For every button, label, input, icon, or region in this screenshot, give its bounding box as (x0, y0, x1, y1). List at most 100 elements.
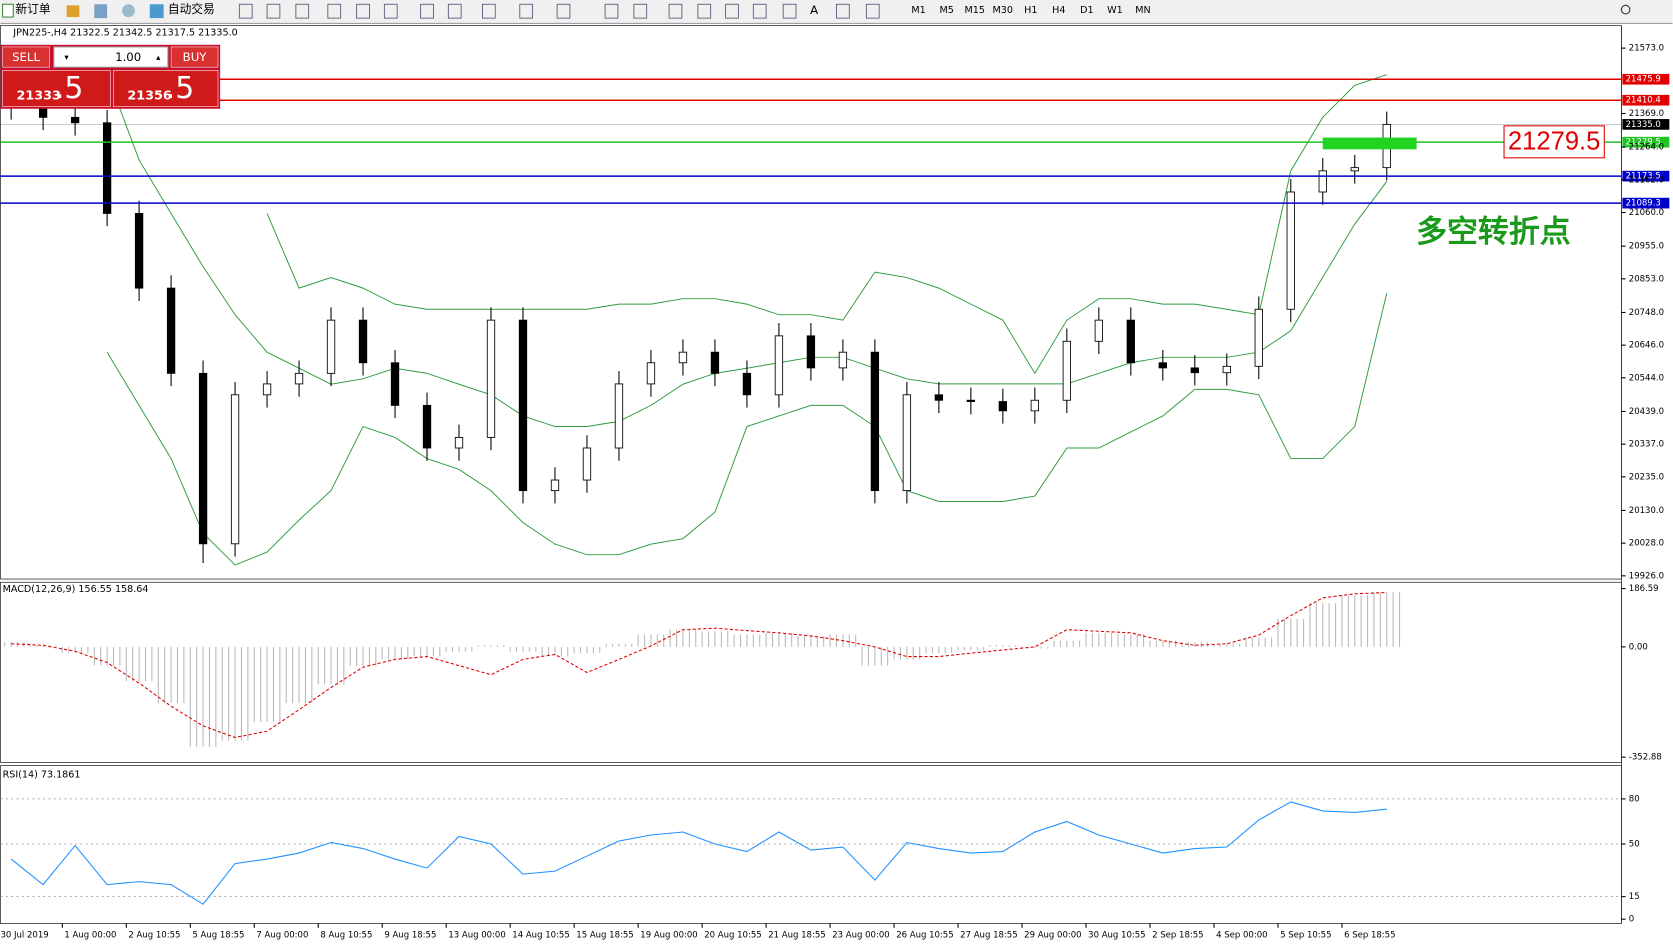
candle-body (902, 394, 912, 492)
candle-body (838, 351, 848, 369)
x-tick-label: 9 Aug 18:55 (384, 931, 436, 941)
candle-body (1286, 191, 1295, 310)
timeframe-button[interactable]: M1 (911, 5, 925, 16)
lot-down[interactable]: ▾ (64, 53, 69, 63)
tool-icon[interactable] (356, 3, 370, 19)
tool-icon[interactable] (556, 3, 571, 19)
candle-body (358, 319, 368, 364)
sell-button[interactable] (2, 46, 50, 68)
candle-body (1222, 365, 1231, 374)
timeframe-button[interactable]: H1 (1024, 5, 1037, 16)
tool-icon[interactable] (604, 3, 619, 19)
lot-value[interactable]: 1.00 (115, 50, 141, 64)
annotation-price: 21279.5 (1508, 128, 1600, 156)
tool-icon[interactable] (295, 3, 310, 19)
level-price-label: 21335.0 (1626, 120, 1661, 130)
plots (0, 74, 1622, 905)
tool-icon[interactable] (633, 3, 648, 19)
x-tick-label: 21 Aug 18:55 (768, 931, 825, 941)
y-tick-label: 20028.0 (1629, 539, 1664, 549)
tool-icon[interactable] (865, 3, 880, 19)
y-tick-label: 21060.0 (1629, 208, 1664, 218)
y-tick-label: 20130.0 (1629, 506, 1664, 516)
level-price-box (1622, 94, 1670, 106)
timeframe-button[interactable]: W1 (1107, 5, 1123, 16)
candle-body (262, 383, 272, 396)
timeframe-button[interactable]: M30 (993, 5, 1013, 16)
buy-price-box[interactable] (113, 70, 219, 107)
buy-pips[interactable]: .5 (166, 71, 194, 106)
icon (149, 4, 164, 19)
tool-icon[interactable] (238, 3, 253, 19)
x-tick-label: 8 Aug 10:55 (320, 931, 372, 941)
timeframe-button[interactable]: M5 (939, 5, 953, 16)
buy-button[interactable] (170, 46, 219, 68)
x-tick-label: 29 Aug 00:00 (1024, 931, 1081, 941)
x-tick-label: 2 Sep 18:55 (1152, 931, 1203, 941)
candle-body (1126, 319, 1135, 364)
tool-icon[interactable] (752, 3, 767, 19)
x-tick-label: 26 Aug 10:55 (896, 931, 953, 941)
rsi-line (10, 801, 1387, 905)
icon[interactable] (122, 4, 135, 18)
x-tick-label: 1 Aug 00:00 (64, 931, 116, 941)
macd-title: MACD(12,26,9) 156.55 158.64 (3, 584, 149, 595)
candle-body (454, 436, 464, 449)
x-tick-label: 2 Aug 10:55 (128, 931, 180, 941)
tool-icon[interactable] (725, 3, 739, 19)
x-tick-label: 6 Sep 18:55 (1344, 931, 1395, 941)
candle-body (198, 372, 208, 545)
tool-icon[interactable] (482, 3, 496, 19)
candle-body (134, 213, 144, 289)
new-order-label[interactable]: 新订单 (15, 2, 50, 16)
candle-body (1254, 308, 1263, 367)
new-order-button[interactable]: 新订单 (2, 2, 51, 18)
rsi-title: RSI(14) 73.1861 (3, 770, 81, 781)
text-tool[interactable]: A (810, 3, 818, 17)
icon[interactable] (66, 5, 80, 18)
sell-pips[interactable]: .5 (55, 71, 83, 106)
icon (2, 3, 14, 18)
sell-label[interactable]: SELL (12, 50, 40, 64)
timeframe-button[interactable]: MN (1135, 5, 1150, 16)
price-title: JPN225-,H4 21322.5 21342.5 21317.5 21335… (12, 28, 237, 39)
auto-trading-button[interactable]: 自动交易 (149, 2, 215, 19)
tool-icon[interactable] (519, 3, 534, 19)
timeframe-button[interactable]: H4 (1052, 5, 1065, 16)
icon[interactable] (94, 4, 108, 19)
tool-icon[interactable] (447, 3, 462, 19)
tool-icon[interactable] (327, 3, 342, 19)
y-tick-label: 20853.0 (1629, 274, 1664, 284)
tool-icon[interactable] (266, 3, 281, 19)
buy-price[interactable]: 21356 (127, 88, 172, 103)
candle-body (806, 335, 816, 369)
auto-trading-label[interactable]: 自动交易 (168, 2, 215, 16)
sell-price[interactable]: 21333 (16, 88, 60, 103)
lot-up[interactable]: ▴ (156, 53, 161, 63)
x-tick-label: 13 Aug 00:00 (448, 931, 505, 941)
y-tick-label: 50 (1629, 840, 1640, 850)
price-panel (0, 25, 1622, 580)
tool-icon[interactable] (668, 3, 683, 19)
candle-body (70, 116, 80, 124)
search-icon[interactable] (1620, 4, 1631, 15)
level-price-label: 21089.3 (1626, 199, 1661, 209)
y-tick-label: 20544.0 (1629, 373, 1664, 383)
sell-price-box[interactable] (2, 70, 111, 107)
macd-signal (11, 592, 1387, 739)
candle-body (742, 372, 752, 396)
x-tick-label: 23 Aug 00:00 (832, 931, 889, 941)
tool-icon[interactable] (836, 3, 850, 19)
axes: 21475.9 21410.4 21335.0 21279.5 21173.5 21089… (0, 25, 1670, 941)
candle-body (1318, 170, 1327, 193)
macd-panel (0, 581, 1622, 763)
lot-input[interactable] (53, 46, 169, 68)
tool-icon[interactable] (697, 3, 712, 19)
tool-icon[interactable] (782, 3, 797, 19)
buy-label[interactable]: BUY (183, 50, 208, 64)
timeframe-button[interactable]: D1 (1080, 5, 1093, 16)
timeframe-button[interactable]: M15 (964, 5, 984, 16)
tool-icon[interactable] (383, 3, 398, 19)
tool-icon[interactable] (420, 3, 434, 19)
